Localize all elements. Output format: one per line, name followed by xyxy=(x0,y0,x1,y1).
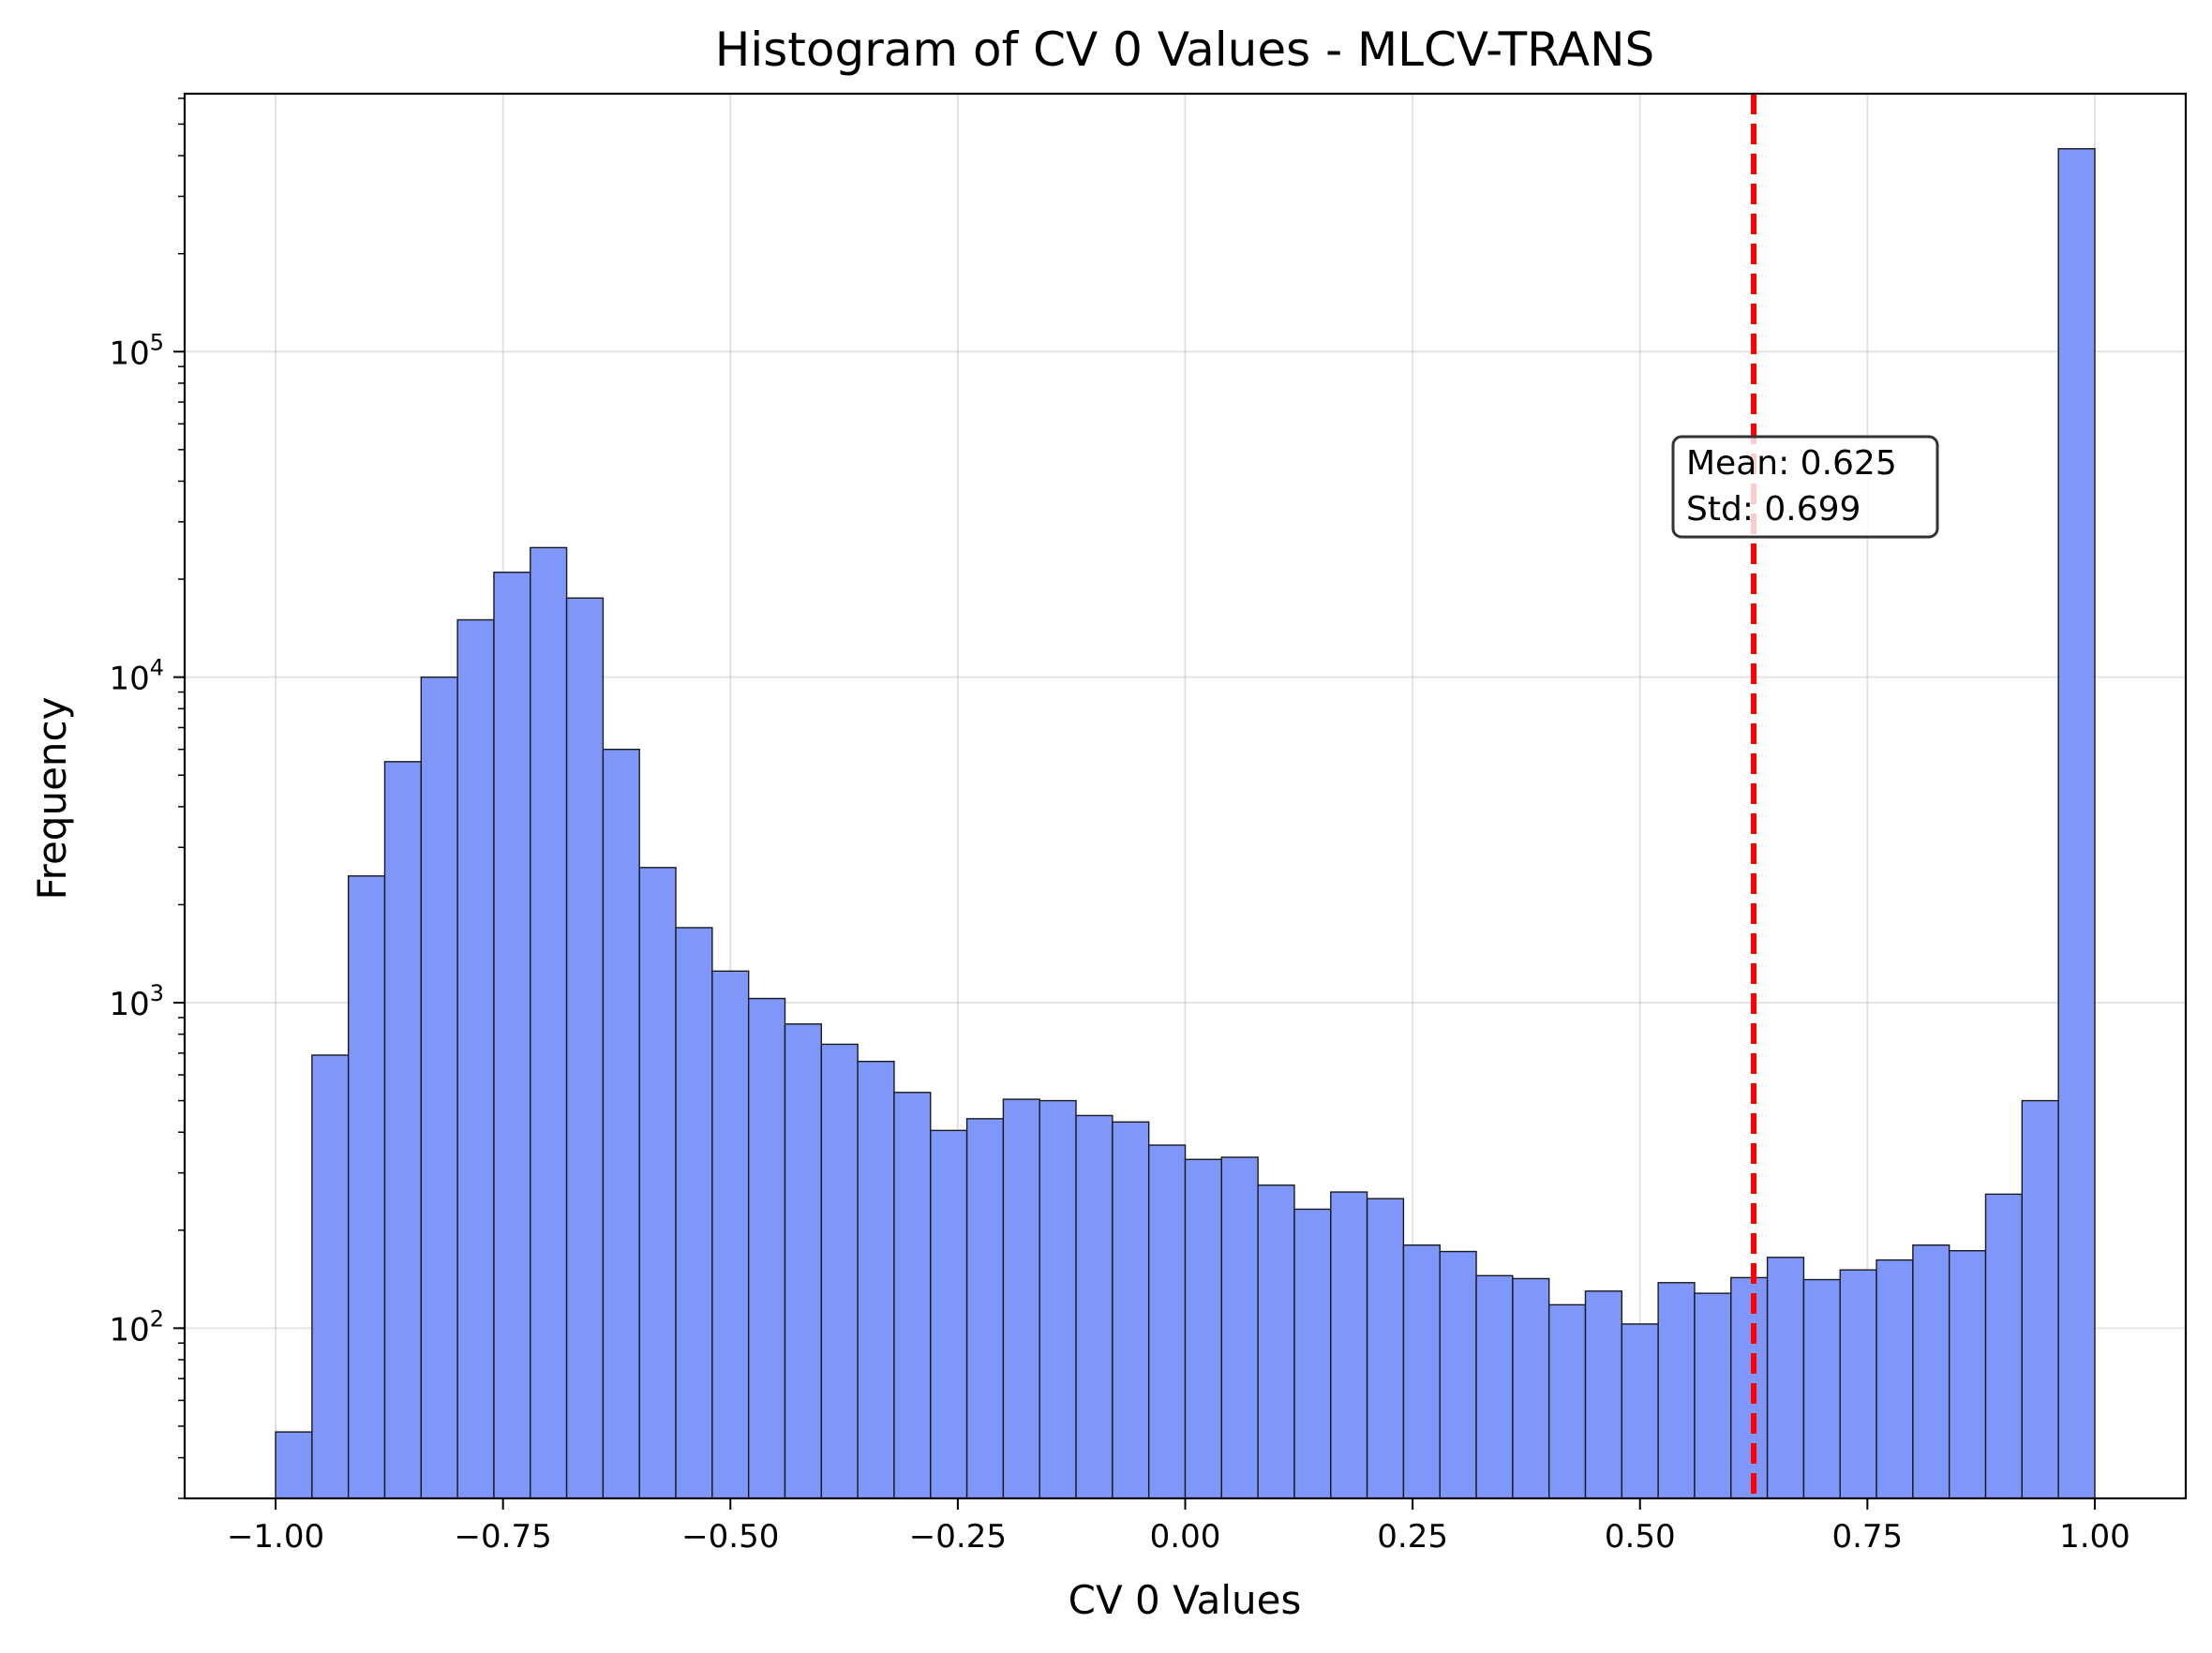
histogram-bar xyxy=(456,618,495,1499)
y-axis-ticks: 102 103 104 105 xyxy=(109,97,185,1499)
x-tick-label: 0.75 xyxy=(1831,1518,1903,1556)
histogram-bar xyxy=(1694,1292,1732,1499)
histogram-bar xyxy=(1547,1303,1587,1499)
x-tick-label: −1.00 xyxy=(227,1518,324,1556)
x-tick-label: 1.00 xyxy=(2059,1518,2130,1556)
histogram-bar xyxy=(1657,1282,1696,1499)
x-tick-label: 0.25 xyxy=(1377,1518,1448,1556)
histogram-bar xyxy=(1512,1277,1550,1499)
histogram-bar xyxy=(1002,1098,1040,1499)
histogram-bar xyxy=(1439,1250,1477,1499)
histogram-bar xyxy=(493,571,531,1499)
x-axis-ticks: −1.00 −0.75 −0.50 −0.25 0.00 0.25 0.50 0.75 1.00 xyxy=(227,1498,2130,1556)
histogram-bar xyxy=(1075,1114,1113,1499)
histogram-bar xyxy=(420,676,458,1499)
histogram-bar xyxy=(638,867,677,1499)
x-tick-label: −0.25 xyxy=(909,1518,1007,1556)
histogram-bar xyxy=(1876,1258,1914,1499)
histogram-bar xyxy=(383,761,423,1499)
histogram-bar xyxy=(857,1060,895,1499)
histogram-bar xyxy=(311,1054,350,1499)
histogram-bar xyxy=(1220,1156,1259,1499)
x-tick-label: 0.50 xyxy=(1605,1518,1676,1556)
histogram-bar xyxy=(1839,1269,1877,1499)
histogram-bar xyxy=(1147,1144,1187,1499)
histogram-bar xyxy=(1984,1193,2024,1499)
y-axis-label: Frequency xyxy=(29,697,75,901)
histogram-bar xyxy=(602,748,640,1499)
histogram-bar xyxy=(930,1129,968,1499)
histogram-bar xyxy=(1584,1290,1623,1499)
histogram-bar xyxy=(1330,1191,1368,1499)
histogram-bar xyxy=(2057,148,2096,1499)
histogram-bar xyxy=(1475,1274,1514,1499)
x-axis-label: CV 0 Values xyxy=(1069,1577,1302,1623)
histogram-bar xyxy=(675,927,713,1499)
histogram-bar xyxy=(1802,1278,1841,1499)
x-tick-label: 0.00 xyxy=(1150,1518,1221,1556)
histogram-bar xyxy=(1912,1243,1950,1499)
histogram-bar xyxy=(1112,1121,1150,1499)
histogram-bar xyxy=(1948,1249,1987,1499)
stats-annotation: Mean: 0.625 Std: 0.699 xyxy=(1671,435,1939,539)
x-tick-label: −0.75 xyxy=(455,1518,552,1556)
std-label: Std: 0.699 xyxy=(1686,490,1861,529)
histogram-bar xyxy=(1257,1184,1295,1499)
histogram-bar xyxy=(1293,1208,1332,1499)
histogram-bar xyxy=(747,997,786,1499)
histogram-bar xyxy=(1184,1158,1223,1499)
histogram-bar xyxy=(1039,1099,1077,1499)
histogram-bar xyxy=(530,546,568,1499)
x-tick-label: −0.50 xyxy=(681,1518,779,1556)
histogram-bar xyxy=(2021,1099,2059,1499)
histogram-bar xyxy=(275,1431,313,1499)
y-tick-label: 102 xyxy=(109,1305,164,1348)
bars-layer xyxy=(275,148,2096,1499)
histogram-bar xyxy=(965,1118,1005,1499)
histogram-bar xyxy=(1402,1243,1441,1499)
y-tick-label: 104 xyxy=(109,655,164,698)
histogram-bar xyxy=(1366,1198,1405,1499)
histogram-bar xyxy=(711,970,750,1499)
histogram-bar xyxy=(347,875,386,1499)
y-tick-label: 103 xyxy=(109,980,164,1023)
histogram-bar xyxy=(1766,1257,1805,1499)
histogram-bar xyxy=(893,1092,932,1499)
histogram-bar xyxy=(565,597,605,1499)
histogram-bar xyxy=(784,1023,823,1499)
mean-label: Mean: 0.625 xyxy=(1686,444,1897,483)
histogram-bar xyxy=(1730,1276,1769,1499)
y-tick-label: 105 xyxy=(109,329,164,372)
histogram-bar xyxy=(1621,1323,1659,1499)
stats-annotation-box xyxy=(1671,435,1939,539)
histogram-bar xyxy=(820,1043,859,1499)
chart-title: Histogram of CV 0 Values - MLCV-TRANS xyxy=(715,22,1655,77)
